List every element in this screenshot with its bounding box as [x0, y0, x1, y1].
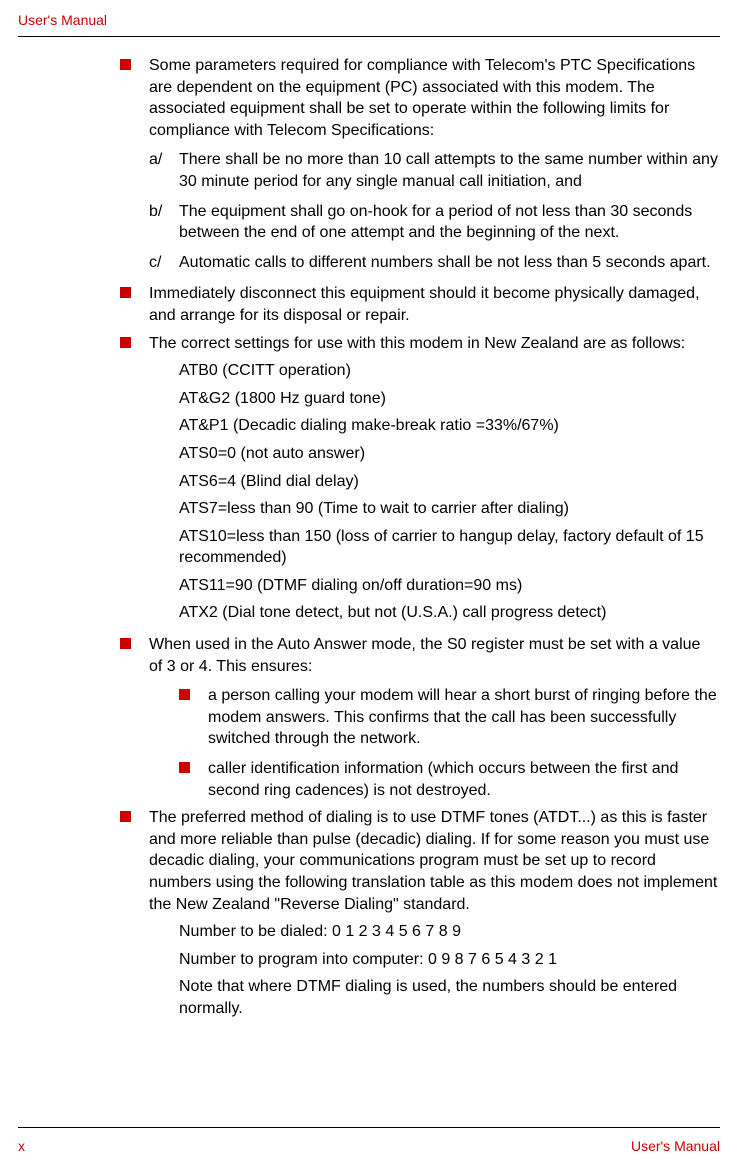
- sub-label: b/: [149, 201, 179, 244]
- sub-label: a/: [149, 149, 179, 192]
- sub-text: The equipment shall go on-hook for a per…: [179, 201, 718, 244]
- item-text: Immediately disconnect this equipment sh…: [149, 283, 718, 326]
- paragraph-text: The preferred method of dialing is to us…: [149, 809, 717, 912]
- item-text: Some parameters required for compliance …: [149, 55, 718, 277]
- document-content: Some parameters required for compliance …: [0, 55, 738, 1024]
- bullet-icon: [120, 638, 131, 649]
- list-item: The preferred method of dialing is to us…: [120, 807, 718, 1023]
- nested-text: a person calling your modem will hear a …: [208, 685, 718, 750]
- sub-label: c/: [149, 252, 179, 274]
- item-text: The correct settings for use with this m…: [149, 333, 718, 629]
- setting-line: ATS0=0 (not auto answer): [179, 443, 718, 465]
- list-item: Immediately disconnect this equipment sh…: [120, 283, 718, 326]
- setting-line: Note that where DTMF dialing is used, th…: [179, 976, 718, 1019]
- nested-item: caller identification information (which…: [179, 758, 718, 801]
- setting-line: AT&G2 (1800 Hz guard tone): [179, 388, 718, 410]
- setting-line: ATS6=4 (Blind dial delay): [179, 471, 718, 493]
- paragraph-text: Some parameters required for compliance …: [149, 57, 695, 139]
- setting-line: ATB0 (CCITT operation): [179, 360, 718, 382]
- setting-line: ATS10=less than 150 (loss of carrier to …: [179, 526, 718, 569]
- setting-line: AT&P1 (Decadic dialing make-break ratio …: [179, 415, 718, 437]
- nested-item: a person calling your modem will hear a …: [179, 685, 718, 750]
- list-item: When used in the Auto Answer mode, the S…: [120, 634, 718, 801]
- bullet-icon: [179, 762, 190, 773]
- paragraph-text: When used in the Auto Answer mode, the S…: [149, 636, 700, 675]
- list-item: Some parameters required for compliance …: [120, 55, 718, 277]
- sub-text: There shall be no more than 10 call atte…: [179, 149, 718, 192]
- list-item: The correct settings for use with this m…: [120, 333, 718, 629]
- bullet-icon: [120, 811, 131, 822]
- sub-item: b/ The equipment shall go on-hook for a …: [149, 201, 718, 244]
- sub-item: a/ There shall be no more than 10 call a…: [149, 149, 718, 192]
- footer: x User's Manual: [18, 1127, 720, 1154]
- header-divider: [18, 36, 720, 37]
- setting-line: Number to be dialed: 0 1 2 3 4 5 6 7 8 9: [179, 921, 718, 943]
- sub-text: Automatic calls to different numbers sha…: [179, 252, 718, 274]
- setting-line: Number to program into computer: 0 9 8 7…: [179, 949, 718, 971]
- nested-text: caller identification information (which…: [208, 758, 718, 801]
- footer-content: x User's Manual: [18, 1138, 720, 1154]
- footer-divider: [18, 1127, 720, 1128]
- setting-line: ATS7=less than 90 (Time to wait to carri…: [179, 498, 718, 520]
- bullet-icon: [120, 337, 131, 348]
- bullet-icon: [120, 287, 131, 298]
- page-number: x: [18, 1138, 25, 1154]
- bullet-icon: [120, 59, 131, 70]
- setting-line: ATX2 (Dial tone detect, but not (U.S.A.)…: [179, 602, 718, 624]
- header-title: User's Manual: [0, 0, 738, 36]
- bullet-icon: [179, 689, 190, 700]
- setting-line: ATS11=90 (DTMF dialing on/off duration=9…: [179, 575, 718, 597]
- paragraph-text: The correct settings for use with this m…: [149, 335, 685, 352]
- item-text: When used in the Auto Answer mode, the S…: [149, 634, 718, 801]
- item-text: The preferred method of dialing is to us…: [149, 807, 718, 1023]
- footer-title: User's Manual: [631, 1138, 720, 1154]
- sub-item: c/ Automatic calls to different numbers …: [149, 252, 718, 274]
